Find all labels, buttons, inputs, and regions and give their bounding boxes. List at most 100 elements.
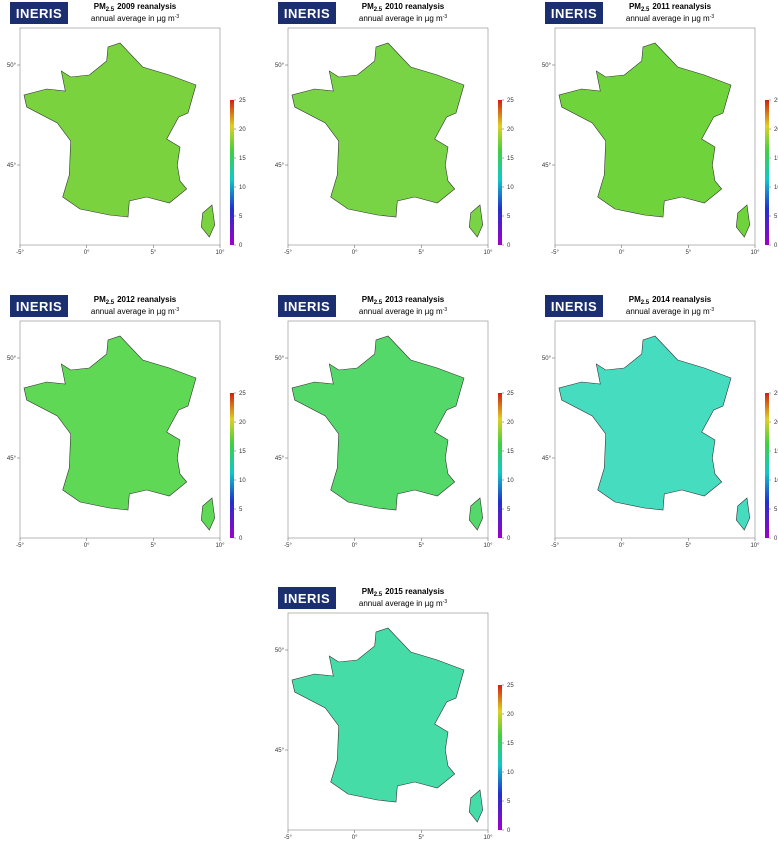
logo-box (10, 2, 68, 24)
colorbar-tick-label: 15 (239, 449, 246, 455)
colorbar-tick-label: 0 (507, 536, 511, 542)
colorbar-tick-label: 0 (239, 536, 243, 542)
subtitle: annual average in µg m (91, 307, 175, 316)
lat-tick-label: 45° (275, 163, 285, 169)
colorbar-tick-label: 10 (507, 478, 514, 484)
colorbar-tick-label: 5 (507, 214, 511, 220)
colorbar-tick-label: 5 (507, 507, 511, 513)
title-rest: 2015 reanalysis (385, 587, 445, 596)
map-subtitle: annual average in µg m-3 (91, 307, 179, 316)
subtitle-sup: -3 (175, 307, 180, 313)
colorbar-tick-label: 25 (239, 98, 246, 104)
colorbar (498, 100, 502, 245)
title-rest: 2010 reanalysis (385, 2, 445, 11)
colorbar (765, 100, 769, 245)
lon-tick-label: 10° (483, 250, 493, 256)
map-title: PM2.5 2009 reanalysis (94, 2, 177, 13)
lat-tick-label: 45° (275, 748, 285, 754)
lat-tick-label: 50° (542, 63, 552, 69)
map-title: PM2.5 2011 reanalysis (629, 2, 712, 13)
title-pm: PM (629, 2, 641, 11)
title-pm: PM (94, 2, 106, 11)
lon-tick-label: -5° (16, 250, 24, 256)
lon-tick-label: 5° (418, 835, 424, 841)
colorbar-tick-label: 25 (507, 391, 514, 397)
title-pm: PM (629, 295, 641, 304)
lat-tick-label: 50° (542, 356, 552, 362)
title-rest: 2009 reanalysis (117, 2, 177, 11)
colorbar (498, 393, 502, 538)
title-sub: 2.5 (106, 7, 115, 13)
subtitle: annual average in µg m (626, 307, 710, 316)
logo-box (278, 587, 336, 609)
colorbar-tick-label: 0 (507, 828, 511, 834)
france (23, 42, 197, 218)
colorbar-tick-label: 25 (507, 98, 514, 104)
map-title: PM2.5 2012 reanalysis (94, 295, 177, 306)
corsica (735, 204, 751, 238)
subtitle: annual average in µg m (359, 307, 443, 316)
colorbar-tick-label: 5 (239, 507, 243, 513)
lon-tick-label: 5° (418, 250, 424, 256)
title-sub: 2.5 (641, 300, 650, 306)
logo: INERIS (284, 299, 330, 314)
lat-tick-label: 45° (7, 163, 17, 169)
colorbar-tick-label: 10 (507, 770, 514, 776)
colorbar-tick-label: 20 (239, 127, 246, 133)
colorbar-tick-label: 15 (774, 156, 778, 162)
title-rest: 2014 reanalysis (652, 295, 712, 304)
logo: INERIS (551, 299, 597, 314)
colorbar-tick-label: 15 (507, 156, 514, 162)
colorbar-tick-label: 10 (774, 185, 778, 191)
lon-tick-label: 10° (483, 835, 493, 841)
subtitle: annual average in µg m (626, 14, 710, 23)
lat-tick-label: 45° (7, 456, 17, 462)
colorbar-tick-label: 15 (507, 741, 514, 747)
lon-tick-label: 0° (84, 543, 90, 549)
map-subtitle: annual average in µg m-3 (91, 14, 179, 23)
subtitle-sup: -3 (175, 14, 180, 20)
lon-tick-label: -5° (284, 250, 292, 256)
title-pm: PM (362, 295, 374, 304)
map-subtitle: annual average in µg m-3 (626, 307, 714, 316)
colorbar-tick-label: 5 (774, 507, 778, 513)
logo-box (278, 295, 336, 317)
logo-box (10, 295, 68, 317)
title-rest: 2013 reanalysis (385, 295, 445, 304)
lon-tick-label: -5° (284, 835, 292, 841)
lon-tick-label: -5° (16, 543, 24, 549)
colorbar-tick-label: 20 (774, 127, 778, 133)
lon-tick-label: 0° (619, 543, 625, 549)
title-rest: 2011 reanalysis (652, 2, 711, 11)
colorbar-tick-label: 25 (774, 391, 778, 397)
lon-tick-label: 0° (84, 250, 90, 256)
logo-box (545, 2, 603, 24)
lon-tick-label: 5° (150, 250, 156, 256)
logo-box (545, 295, 603, 317)
map-subtitle: annual average in µg m-3 (626, 14, 714, 23)
colorbar-tick-label: 25 (239, 391, 246, 397)
lon-tick-label: 5° (685, 250, 691, 256)
france (558, 42, 732, 218)
logo: INERIS (284, 6, 330, 21)
lon-tick-label: 0° (619, 250, 625, 256)
map-title: PM2.5 2013 reanalysis (362, 295, 445, 306)
map-title: PM2.5 2015 reanalysis (362, 587, 445, 598)
lon-tick-label: 0° (352, 250, 358, 256)
france (291, 335, 465, 511)
colorbar-tick-label: 0 (774, 536, 778, 542)
map-title: PM2.5 2014 reanalysis (629, 295, 712, 306)
lon-tick-label: 5° (418, 543, 424, 549)
colorbar-tick-label: 5 (239, 214, 243, 220)
title-sub: 2.5 (641, 7, 650, 13)
subtitle: annual average in µg m (359, 599, 443, 608)
france (558, 335, 732, 511)
lat-tick-label: 50° (275, 648, 285, 654)
subtitle-sup: -3 (443, 307, 448, 313)
colorbar-tick-label: 0 (507, 243, 511, 249)
